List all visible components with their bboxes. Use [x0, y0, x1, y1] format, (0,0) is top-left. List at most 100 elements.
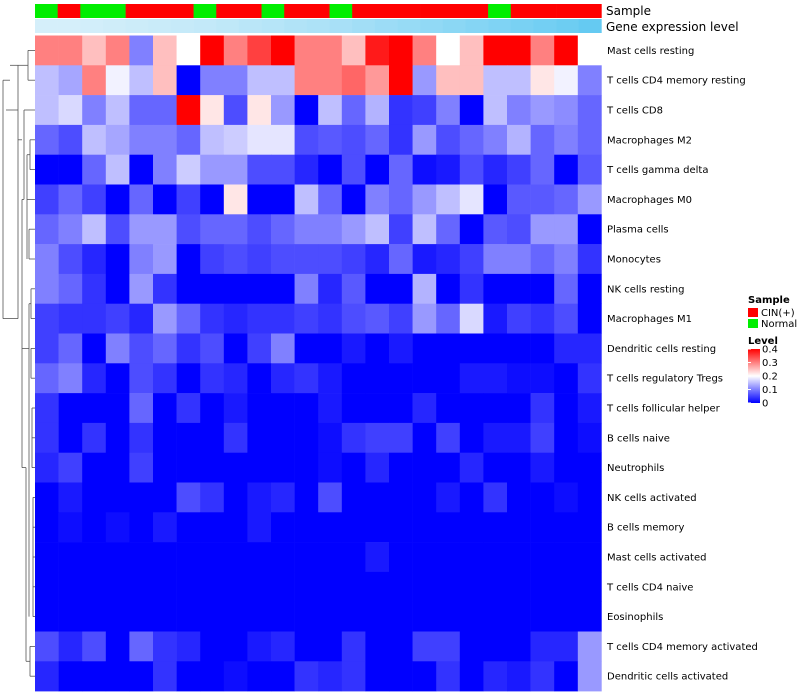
heatmap-cell [459, 214, 484, 245]
row-label: T cells gamma delta [606, 165, 708, 176]
heatmap-cell [436, 65, 461, 96]
heatmap-cell [153, 124, 177, 155]
row-label: T cells follicular helper [606, 404, 721, 415]
heatmap-cell [58, 65, 83, 96]
heatmap-cell [318, 482, 343, 513]
heatmap-cell [483, 661, 508, 692]
heatmap-cell [82, 244, 107, 275]
heatmap-cell [436, 422, 461, 453]
heatmap-cell [530, 35, 555, 66]
heatmap-cell [105, 601, 130, 632]
row-label: Monocytes [607, 255, 661, 266]
sample-annotation-cell [102, 4, 126, 18]
heatmap-cell [459, 333, 484, 364]
heatmap-cell [341, 35, 366, 66]
heatmap-cell [271, 244, 295, 275]
heatmap-cell [129, 333, 154, 364]
heatmap-cell [389, 393, 413, 424]
heatmap-cell [105, 512, 130, 543]
heatmap-cell [223, 631, 248, 662]
heatmap-cell [271, 661, 295, 692]
heatmap-cell [35, 422, 59, 453]
sample-annotation-cell [578, 4, 602, 18]
heatmap-cell [35, 482, 59, 513]
heatmap-cell [153, 482, 177, 513]
heatmap-cell [554, 571, 579, 602]
heatmap-cell [129, 363, 154, 394]
heatmap-cell [318, 661, 343, 692]
row-label: Macrophages M2 [607, 135, 692, 146]
heatmap-cell [507, 124, 531, 155]
heatmap-cell [200, 422, 225, 453]
heatmap-cell [35, 273, 59, 304]
heatmap-cell [58, 124, 83, 155]
heatmap-cell [459, 631, 484, 662]
heatmap-cell [554, 601, 579, 632]
heatmap-cell [365, 571, 390, 602]
heatmap-cell [247, 124, 272, 155]
heatmap-cell [365, 244, 390, 275]
heatmap-cell [247, 95, 272, 126]
expression-annotation-cell [35, 19, 58, 33]
heatmap-cell [129, 124, 154, 155]
heatmap-cell [247, 303, 272, 334]
heatmap-cell [577, 363, 602, 394]
heatmap-cell [436, 571, 461, 602]
heatmap-cell [507, 542, 531, 573]
heatmap-cell [82, 571, 107, 602]
heatmap-cell [341, 273, 366, 304]
heatmap-cell [200, 542, 225, 573]
heatmap-cell [365, 35, 390, 66]
heatmap-cell [58, 661, 83, 692]
heatmap-cell [105, 35, 130, 66]
heatmap-cell [294, 482, 319, 513]
heatmap-cell [223, 303, 248, 334]
heatmap-cell [247, 601, 272, 632]
heatmap-cell [507, 154, 531, 185]
heatmap-cell [507, 244, 531, 275]
heatmap-cell [577, 482, 602, 513]
heatmap-cell [82, 124, 107, 155]
heatmap-cell [58, 95, 83, 126]
heatmap-cell [412, 542, 437, 573]
heatmap-cell [318, 154, 343, 185]
heatmap-cell [223, 333, 248, 364]
heatmap-cell [389, 273, 413, 304]
heatmap-cell [58, 393, 83, 424]
heatmap-cell [35, 95, 59, 126]
row-label: Dendritic cells resting [607, 344, 716, 355]
heatmap-cell [294, 333, 319, 364]
heatmap-cell [82, 303, 107, 334]
heatmap-cell [554, 661, 579, 692]
heatmap-cell [459, 273, 484, 304]
heatmap-cell [389, 482, 413, 513]
heatmap-cell [389, 661, 413, 692]
heatmap-cell [223, 95, 248, 126]
heatmap-cell [200, 184, 225, 215]
heatmap-cell [58, 214, 83, 245]
heatmap-cell [153, 571, 177, 602]
row-label: Dendritic cells activated [607, 672, 728, 683]
heatmap-cell [200, 512, 225, 543]
heatmap-cell [507, 393, 531, 424]
legend-tick-label: 0.2 [762, 372, 778, 383]
heatmap-cell [35, 542, 59, 573]
heatmap-cell [341, 95, 366, 126]
heatmap-cell [200, 154, 225, 185]
sample-annotation-cell [57, 4, 81, 18]
heatmap-cell [530, 184, 555, 215]
heatmap-cell [412, 124, 437, 155]
heatmap-cell [200, 273, 225, 304]
heatmap-cell [507, 65, 531, 96]
expression-annotation-cell [125, 19, 149, 33]
expression-annotation-cell [556, 19, 580, 33]
heatmap-cell [554, 154, 579, 185]
heatmap-cell [247, 661, 272, 692]
heatmap-cell [436, 124, 461, 155]
heatmap-cell [341, 452, 366, 483]
heatmap-cell [530, 244, 555, 275]
row-label: T cells CD8 [606, 106, 663, 117]
heatmap-cell [200, 482, 225, 513]
heatmap-cell [247, 333, 272, 364]
